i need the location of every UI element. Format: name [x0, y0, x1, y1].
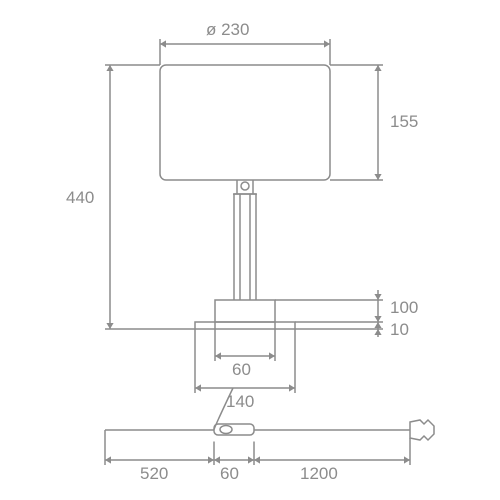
dim-shade-diameter: ø 230	[206, 20, 249, 40]
dim-post-width: 60	[232, 360, 251, 380]
drawing-svg	[0, 0, 500, 500]
dim-cord-left: 520	[140, 464, 168, 484]
dim-base-plate-h: 10	[390, 320, 409, 340]
dim-base-width: 140	[226, 392, 254, 412]
dim-shade-height: 155	[390, 112, 418, 132]
dim-cord-right: 1200	[300, 464, 338, 484]
dim-cord-mid: 60	[220, 464, 239, 484]
dim-total-height: 440	[66, 188, 94, 208]
technical-drawing: ø 230 155 440 10010 60 140 520 60 1200	[0, 0, 500, 500]
dim-base-block-h: 100	[390, 298, 418, 318]
